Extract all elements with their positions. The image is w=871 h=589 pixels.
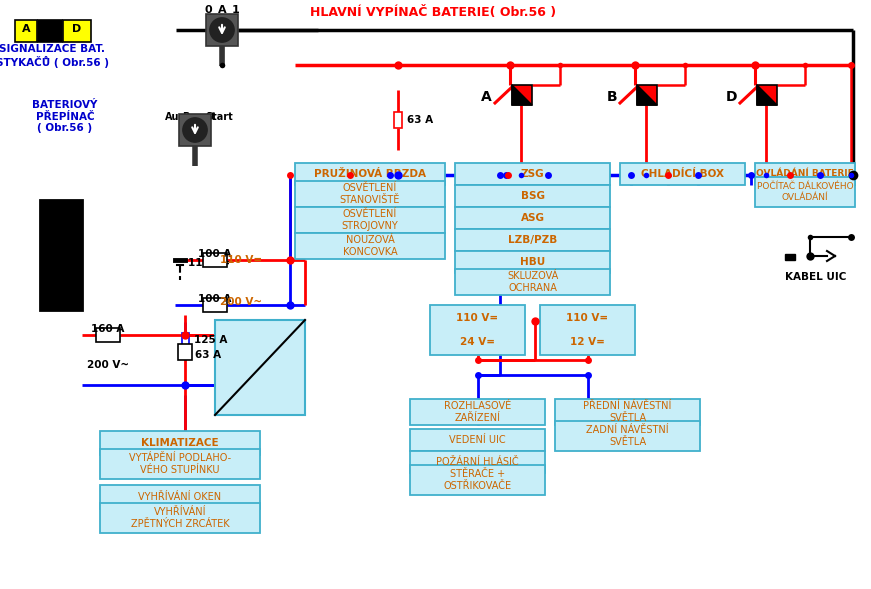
Text: OSVĚTLENÍ
STANOVIŠTĚ: OSVĚTLENÍ STANOVIŠTĚ (340, 183, 400, 205)
Text: 110 V=

24 V=: 110 V= 24 V= (456, 313, 498, 346)
Text: SKLUZOVÁ
OCHRANA: SKLUZOVÁ OCHRANA (507, 271, 558, 293)
Text: POŽÁRNÍ HLÁSIČ: POŽÁRNÍ HLÁSIČ (436, 457, 519, 467)
Bar (540, 305, 635, 355)
Text: 0: 0 (204, 5, 212, 15)
Text: Start: Start (206, 112, 233, 122)
Circle shape (183, 118, 207, 142)
Text: 1: 1 (233, 5, 240, 15)
Text: A: A (22, 24, 30, 34)
Text: A: A (482, 90, 492, 104)
Text: ROZHLASOVÉ
ZAŘÍZENÍ: ROZHLASOVÉ ZAŘÍZENÍ (444, 401, 511, 423)
Bar (755, 163, 855, 185)
Bar (410, 399, 545, 425)
Polygon shape (512, 85, 532, 105)
Text: ZADNÍ NÁVĚSTNÍ
SVĚTLA: ZADNÍ NÁVĚSTNÍ SVĚTLA (586, 425, 669, 447)
Text: NOUZOVÁ
KONCOVKA: NOUZOVÁ KONCOVKA (342, 235, 397, 257)
Text: OVLÁDÁNÍ BATERIE: OVLÁDÁNÍ BATERIE (756, 170, 854, 178)
Text: 100 A: 100 A (199, 249, 232, 259)
Text: HBU: HBU (520, 257, 545, 267)
Bar (181, 333, 188, 347)
Bar (455, 229, 610, 251)
Text: STĚRAČE +
OSTŘIKOVAČE: STĚRAČE + OSTŘIKOVAČE (443, 469, 511, 491)
Text: BSG: BSG (521, 191, 544, 201)
Bar (430, 305, 525, 355)
Text: KABEL UIC: KABEL UIC (785, 272, 847, 282)
Bar (63, 20, 91, 42)
Bar (455, 185, 610, 207)
Polygon shape (637, 85, 657, 105)
Text: 160 A: 160 A (91, 324, 125, 334)
Text: OSVĚTLENÍ
STROJOVNY: OSVĚTLENÍ STROJOVNY (341, 209, 398, 231)
Text: B: B (606, 90, 617, 104)
Bar (295, 163, 445, 185)
Text: ZSG: ZSG (521, 169, 544, 179)
Text: 110 V=: 110 V= (188, 258, 230, 268)
Bar (295, 207, 445, 233)
Text: POČÍTAČ DÁLKOVÉHO
OVLÁDÁNÍ: POČÍTAČ DÁLKOVÉHO OVLÁDÁNÍ (757, 183, 854, 201)
Bar (295, 181, 445, 207)
Bar (206, 14, 238, 46)
Bar (785, 254, 795, 260)
Bar (100, 449, 260, 479)
Bar (410, 451, 545, 473)
Bar (410, 429, 545, 451)
Bar (637, 85, 657, 105)
Bar (203, 253, 227, 267)
Bar (455, 269, 610, 295)
Bar (295, 233, 445, 259)
Text: BATERIOVÝ
PŘEPÍNAČ
( Obr.56 ): BATERIOVÝ PŘEPÍNAČ ( Obr.56 ) (32, 100, 98, 133)
Text: Aus: Aus (165, 112, 186, 122)
Text: 125 A: 125 A (194, 335, 227, 345)
Polygon shape (757, 85, 777, 105)
Text: LZB/PZB: LZB/PZB (508, 235, 557, 245)
Text: A: A (218, 5, 226, 15)
Text: 63 A: 63 A (195, 350, 221, 360)
Text: VYHŘÍVÁNÍ OKEN: VYHŘÍVÁNÍ OKEN (138, 492, 221, 502)
Text: D: D (726, 90, 737, 104)
Bar (455, 207, 610, 229)
Bar (455, 251, 610, 273)
Text: VYHŘÍVÁNÍ
ZPĚTNÝCH ZRCÁTEK: VYHŘÍVÁNÍ ZPĚTNÝCH ZRCÁTEK (131, 507, 229, 529)
Bar (620, 163, 745, 185)
Bar (757, 85, 777, 105)
Text: 100 A: 100 A (199, 294, 232, 304)
Text: 63 A: 63 A (407, 115, 433, 125)
Text: HLAVNÍ VYPÍNAČ BATERIE( Obr.56 ): HLAVNÍ VYPÍNAČ BATERIE( Obr.56 ) (310, 6, 556, 19)
Bar (100, 503, 260, 533)
Text: VEDENÍ UIC: VEDENÍ UIC (449, 435, 506, 445)
Text: PRUŽINOVÁ BRZDA: PRUŽINOVÁ BRZDA (314, 169, 426, 179)
Text: B: B (46, 24, 54, 34)
Bar (410, 465, 545, 495)
Bar (178, 344, 192, 360)
Bar (96, 328, 120, 342)
Bar (15, 20, 37, 42)
Text: CHLADÍCÍ BOX: CHLADÍCÍ BOX (641, 169, 724, 179)
Circle shape (210, 18, 234, 42)
Text: 110 V=: 110 V= (220, 255, 262, 265)
Bar (38, 20, 62, 42)
Text: D: D (72, 24, 82, 34)
Bar (40, 200, 82, 310)
Text: VYTÁPĚNÍ PODLAHO-
VÉHO STUPÍNKU: VYTÁPĚNÍ PODLAHO- VÉHO STUPÍNKU (129, 453, 231, 475)
Bar (100, 485, 260, 509)
Bar (100, 431, 260, 455)
Bar (455, 163, 610, 185)
Bar (512, 85, 532, 105)
Text: PŘEDNÍ NÁVĚSTNÍ
SVĚTLA: PŘEDNÍ NÁVĚSTNÍ SVĚTLA (584, 401, 672, 423)
Text: ASG: ASG (521, 213, 544, 223)
Bar (179, 114, 211, 146)
Bar (394, 112, 402, 128)
Text: 200 V~: 200 V~ (87, 360, 129, 370)
Text: 110 V=

12 V=: 110 V= 12 V= (566, 313, 609, 346)
Text: KLIMATIZACE: KLIMATIZACE (141, 438, 219, 448)
Text: Bereit: Bereit (182, 112, 216, 122)
Text: SIGNALIZACE BAT.
STYKAČŮ ( Obr.56 ): SIGNALIZACE BAT. STYKAČŮ ( Obr.56 ) (0, 44, 109, 68)
Bar (203, 298, 227, 312)
Text: 200 V~: 200 V~ (220, 297, 262, 307)
Bar (755, 177, 855, 207)
Bar (555, 399, 700, 425)
Bar (555, 421, 700, 451)
Bar (215, 320, 305, 415)
